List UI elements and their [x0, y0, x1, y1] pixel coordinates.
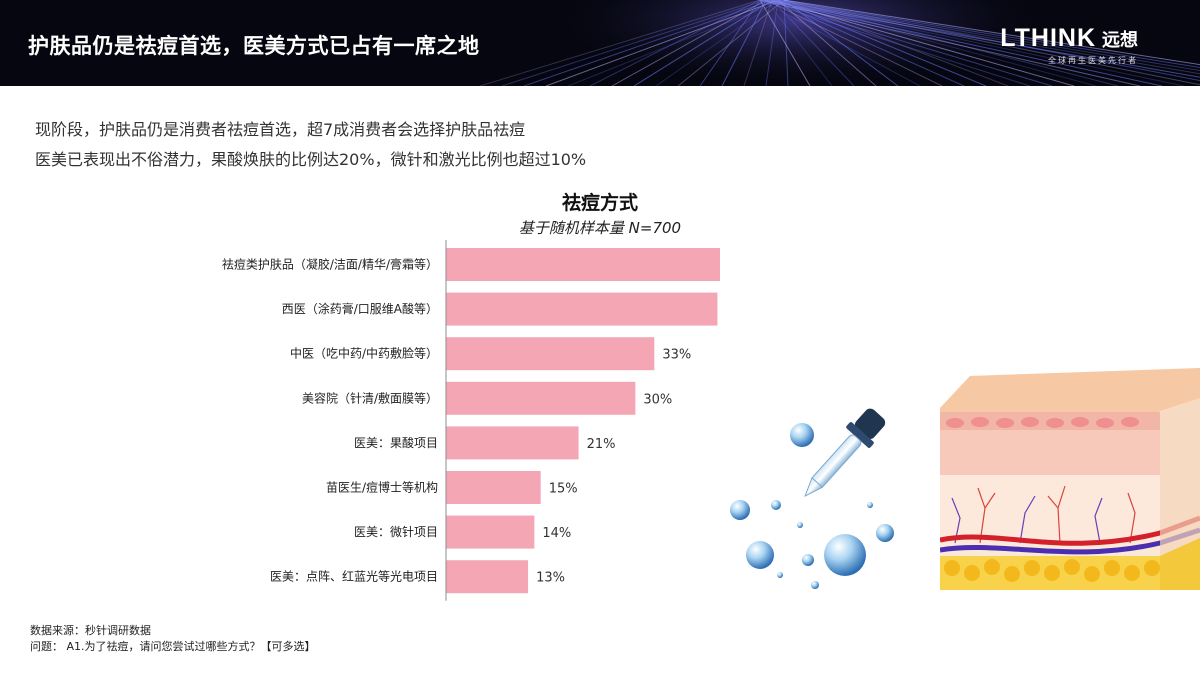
footer-notes: 数据来源：秒针调研数据 问题： A1.为了祛痘，请问您尝试过哪些方式？【可多选】: [30, 623, 316, 655]
logo-text: LTHINK: [1000, 24, 1096, 52]
bar-chart: 祛痘类护肤品（凝胶/洁面/精华/膏霜等）73%西医（涂药膏/口服维A酸等）43%…: [222, 240, 720, 601]
header-ray: [759, 0, 921, 86]
bar: [446, 292, 718, 326]
header-ray: [545, 0, 779, 86]
category-label: 医美：点阵、红蓝光等光电项目: [270, 569, 438, 584]
header-ray: [743, 0, 773, 86]
category-label: 医美：果酸项目: [354, 435, 438, 450]
bar: [446, 381, 636, 415]
header-ray: [759, 0, 1031, 86]
header-ray: [759, 0, 811, 86]
brand-logo: LTHINK 远想 全球再生医美先行者: [1000, 24, 1138, 66]
category-label: 西医（涂药膏/口服维A酸等）: [282, 301, 438, 316]
page-title: 护肤品仍是祛痘首选，医美方式已占有一席之地: [28, 34, 480, 58]
header-light-rays: [0, 0, 1200, 86]
header-banner: 护肤品仍是祛痘首选，医美方式已占有一席之地 LTHINK 远想 全球再生医美先行者: [0, 0, 1200, 86]
header-ray: [777, 0, 877, 86]
header-ray: [771, 0, 855, 86]
header-ray: [771, 0, 1200, 72]
value-label: 33%: [662, 348, 691, 363]
value-label: 13%: [536, 571, 565, 586]
skin-layers-illustration: [940, 368, 1200, 590]
header-ray: [783, 0, 899, 86]
header-ray: [765, 0, 1163, 86]
logo-cn-text: 远想: [1102, 30, 1138, 51]
header-ray: [777, 0, 987, 86]
header-ray: [765, 0, 833, 86]
header-ray: [479, 0, 761, 86]
bar: [446, 426, 579, 460]
header-ray: [783, 0, 1200, 66]
value-label: 15%: [549, 482, 578, 497]
header-ray: [721, 0, 767, 86]
header-ray: [501, 0, 767, 86]
header-ray: [699, 0, 761, 86]
bar: [446, 560, 529, 594]
bar: [446, 471, 541, 504]
header-ray: [765, 0, 1053, 86]
header-ray: [777, 0, 1200, 68]
intro-line-1: 现阶段，护肤品仍是消费者祛痘首选，超7成消费者会选择护肤品祛痘: [35, 120, 526, 139]
header-ray: [771, 0, 965, 86]
bar: [446, 337, 655, 371]
header-ray: [783, 0, 789, 86]
category-label: 祛痘类护肤品（凝胶/洁面/精华/膏霜等）: [222, 257, 438, 272]
header-ray: [611, 0, 767, 86]
chart-title: 祛痘方式: [561, 192, 638, 214]
header-ray: [765, 0, 1200, 75]
bar: [446, 248, 720, 281]
value-label: 21%: [587, 437, 616, 452]
category-label: 美容院（针清/敷面膜等）: [302, 390, 438, 405]
header-ray: [765, 0, 779, 86]
header-ray: [567, 0, 785, 86]
category-label: 苗医生/痘博士等机构: [326, 480, 438, 495]
header-ray: [677, 0, 785, 86]
header-ray: [777, 0, 1200, 86]
logo-tagline: 全球再生医美先行者: [1048, 56, 1138, 65]
category-label: 医美：微针项目: [354, 524, 438, 539]
header-ray: [765, 0, 943, 86]
header-ray: [655, 0, 779, 86]
bar: [446, 515, 535, 549]
value-label: 14%: [542, 526, 571, 541]
header-ray: [589, 0, 761, 86]
header-ray: [633, 0, 773, 86]
intro-text: 现阶段，护肤品仍是消费者祛痘首选，超7成消费者会选择护肤品祛痘 医美已表现出不俗…: [35, 115, 586, 175]
chart-subtitle: 基于随机样本量 N=700: [518, 219, 682, 237]
header-ray: [523, 0, 773, 86]
serum-dropper-illustration: [730, 408, 894, 589]
intro-line-2: 医美已表现出不俗潜力，果酸焕肤的比例达20%，微针和激光比例也超过10%: [35, 150, 587, 169]
header-ray: [771, 0, 1075, 86]
value-label: 30%: [643, 392, 672, 407]
header-ray: [759, 0, 1141, 86]
survey-question-note: 问题： A1.为了祛痘，请问您尝试过哪些方式？【可多选】: [30, 640, 316, 653]
category-label: 中医（吃中药/中药敷脸等）: [290, 346, 438, 361]
data-source-note: 数据来源：秒针调研数据: [30, 624, 151, 637]
header-ray: [759, 0, 1200, 78]
